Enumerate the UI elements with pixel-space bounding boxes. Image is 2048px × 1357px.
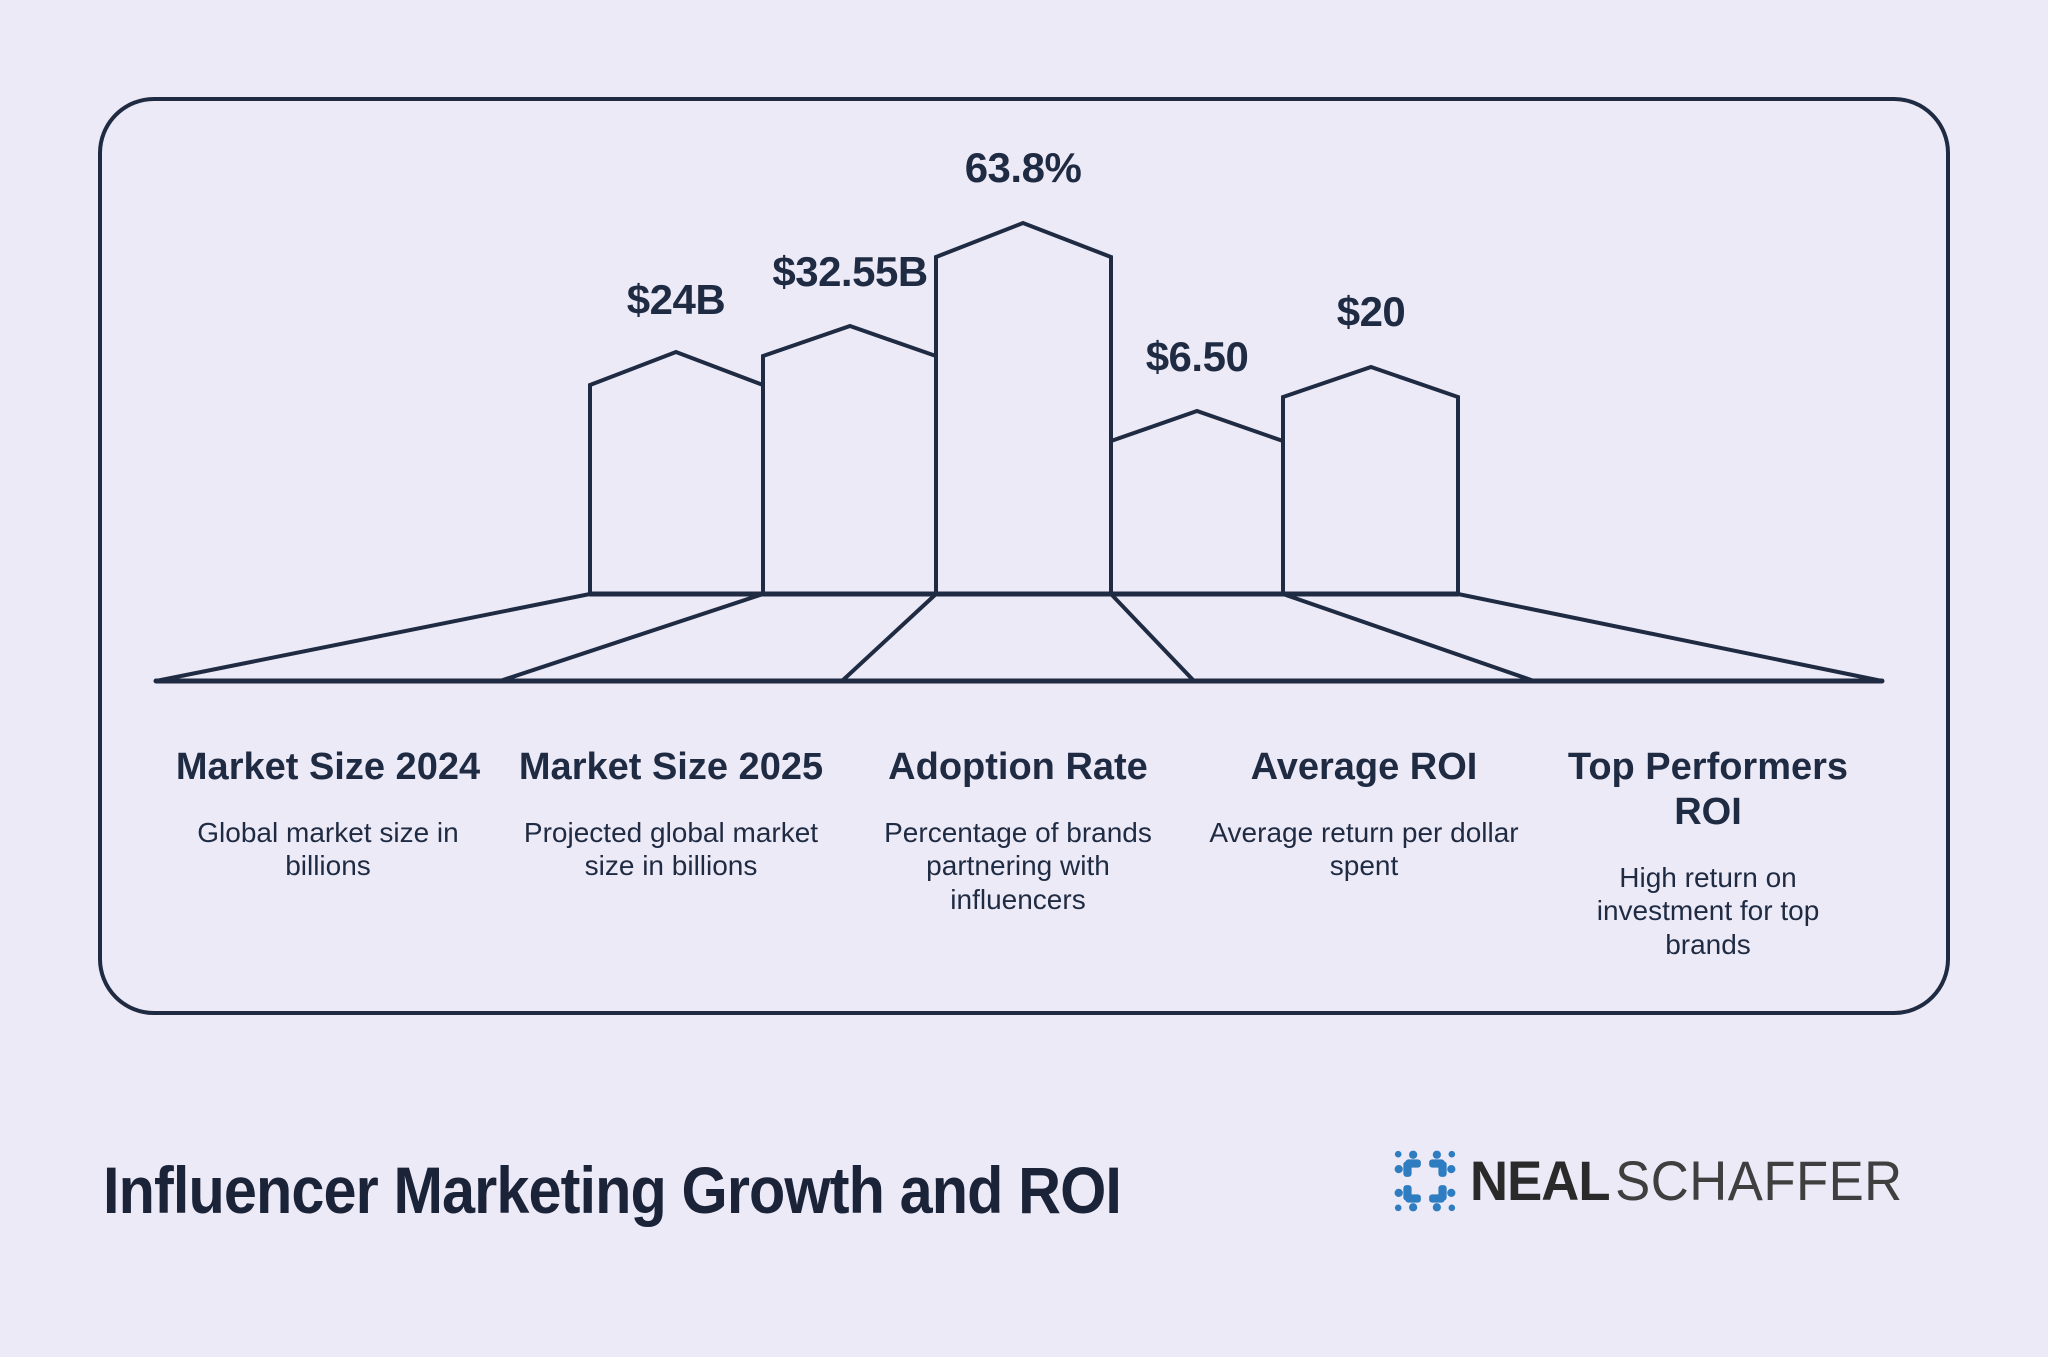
category-title-1: Market Size 2024: [175, 746, 481, 788]
chart-card: [98, 97, 1950, 1015]
bar-value-label-3: 63.8%: [964, 144, 1082, 191]
brand-name-second: SCHAFFER: [1615, 1149, 1903, 1212]
floor-perspective-line: [498, 592, 765, 683]
bar-shape-1: [588, 349, 765, 594]
page-title-text: Influencer Marketing Growth and ROI: [103, 1153, 1122, 1227]
brand-logo: NEAL SCHAFFER: [1392, 1146, 1930, 1216]
bar-shape-3: [934, 220, 1113, 594]
category-description-2: Projected global market size in billions: [523, 816, 819, 882]
bar-value-label-4: $6.50: [1145, 333, 1249, 380]
category-title-5: Top Performers ROI: [1567, 746, 1849, 833]
category-block-1: Market Size 2024 Global market size in bi…: [148, 745, 508, 883]
category-description-3: Percentage of brands partnering with inf…: [884, 816, 1152, 916]
bar-shape-5: [1281, 364, 1460, 594]
category-description-1: Global market size in billions: [197, 816, 459, 882]
brand-name: NEAL SCHAFFER: [1470, 1146, 1903, 1216]
bar-shape-4: [1109, 408, 1285, 594]
brand-name-first: NEAL: [1470, 1149, 1610, 1212]
bar-shape-2: [761, 323, 938, 594]
people-around-table-icon: [1394, 1150, 1456, 1212]
category-description-4: Average return per dollar spent: [1209, 816, 1519, 882]
category-block-2: Market Size 2025 Projected global market …: [491, 745, 851, 883]
bar-value-label-5: $20: [1336, 288, 1406, 335]
page-title: Influencer Marketing Growth and ROI: [103, 1152, 1234, 1228]
floor-perspective-line: [840, 592, 938, 683]
category-title-3: Adoption Rate: [888, 746, 1148, 788]
floor-perspective-line: [154, 592, 592, 683]
category-block-3: Adoption Rate Percentage of brands partne…: [838, 745, 1198, 917]
floor-perspective-line: [1281, 592, 1536, 683]
category-description-5: High return on investment for top brands: [1596, 861, 1820, 960]
bar-value-label-2: $32.55B: [772, 248, 928, 295]
category-block-5: Top Performers ROI High return on investm…: [1548, 745, 1868, 961]
bar-value-label-1: $24B: [626, 276, 726, 323]
floor-perspective-line: [1109, 592, 1196, 683]
category-title-2: Market Size 2025: [518, 746, 824, 788]
floor-perspective-line: [1456, 592, 1884, 683]
category-title-4: Average ROI: [1250, 746, 1478, 788]
category-block-4: Average ROI Average return per dollar spe…: [1174, 745, 1554, 883]
